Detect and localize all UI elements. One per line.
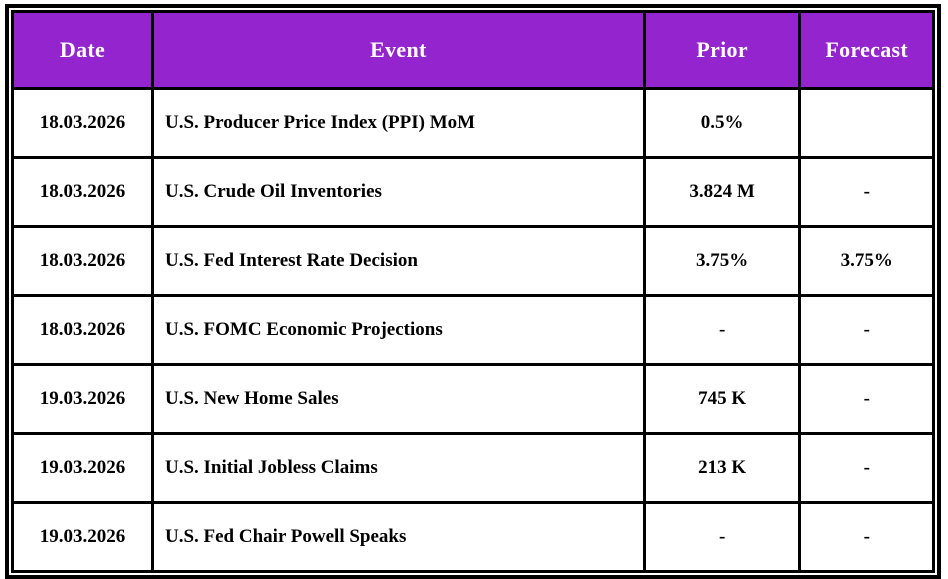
- forecast-cell: -: [798, 156, 935, 228]
- table-header-row: Date Event Prior Forecast: [11, 10, 935, 90]
- event-cell: U.S. Initial Jobless Claims: [150, 432, 646, 504]
- forecast-cell: -: [798, 363, 935, 435]
- event-cell: U.S. Fed Interest Rate Decision: [150, 225, 646, 297]
- forecast-cell: [798, 87, 935, 159]
- forecast-cell: 3.75%: [798, 225, 935, 297]
- prior-cell: -: [642, 294, 802, 366]
- prior-cell: 0.5%: [642, 87, 802, 159]
- date-cell: 19.03.2026: [11, 432, 154, 504]
- table-row: 18.03.2026 U.S. Producer Price Index (PPI…: [11, 87, 935, 159]
- date-cell: 18.03.2026: [11, 225, 154, 297]
- event-cell: U.S. New Home Sales: [150, 363, 646, 435]
- table-row: 18.03.2026 U.S. FOMC Economic Projections…: [11, 294, 935, 366]
- column-header-prior: Prior: [642, 10, 802, 90]
- event-cell: U.S. Producer Price Index (PPI) MoM: [150, 87, 646, 159]
- table-body: 18.03.2026 U.S. Producer Price Index (PPI…: [11, 87, 935, 573]
- prior-cell: 3.75%: [642, 225, 802, 297]
- table-row: 18.03.2026 U.S. Fed Interest Rate Decisio…: [11, 225, 935, 297]
- economic-calendar-table: Date Event Prior Forecast 18.03.2026 U.S.…: [5, 4, 941, 579]
- date-cell: 18.03.2026: [11, 294, 154, 366]
- date-cell: 18.03.2026: [11, 156, 154, 228]
- column-header-event: Event: [150, 10, 646, 90]
- calendar-table: Date Event Prior Forecast 18.03.2026 U.S.…: [11, 10, 935, 573]
- forecast-cell: -: [798, 501, 935, 573]
- date-cell: 19.03.2026: [11, 363, 154, 435]
- date-cell: 18.03.2026: [11, 87, 154, 159]
- column-header-date: Date: [11, 10, 154, 90]
- prior-cell: 745 K: [642, 363, 802, 435]
- date-cell: 19.03.2026: [11, 501, 154, 573]
- table-row: 19.03.2026 U.S. Initial Jobless Claims 213…: [11, 432, 935, 504]
- event-cell: U.S. FOMC Economic Projections: [150, 294, 646, 366]
- prior-cell: 213 K: [642, 432, 802, 504]
- event-cell: U.S. Fed Chair Powell Speaks: [150, 501, 646, 573]
- forecast-cell: -: [798, 432, 935, 504]
- prior-cell: -: [642, 501, 802, 573]
- table-row: 19.03.2026 U.S. New Home Sales 745 K-: [11, 363, 935, 435]
- table-row: 18.03.2026 U.S. Crude Oil Inventories 3.82…: [11, 156, 935, 228]
- forecast-cell: -: [798, 294, 935, 366]
- prior-cell: 3.824 M: [642, 156, 802, 228]
- table-row: 19.03.2026 U.S. Fed Chair Powell Speaks - -: [11, 501, 935, 573]
- column-header-forecast: Forecast: [798, 10, 935, 90]
- event-cell: U.S. Crude Oil Inventories: [150, 156, 646, 228]
